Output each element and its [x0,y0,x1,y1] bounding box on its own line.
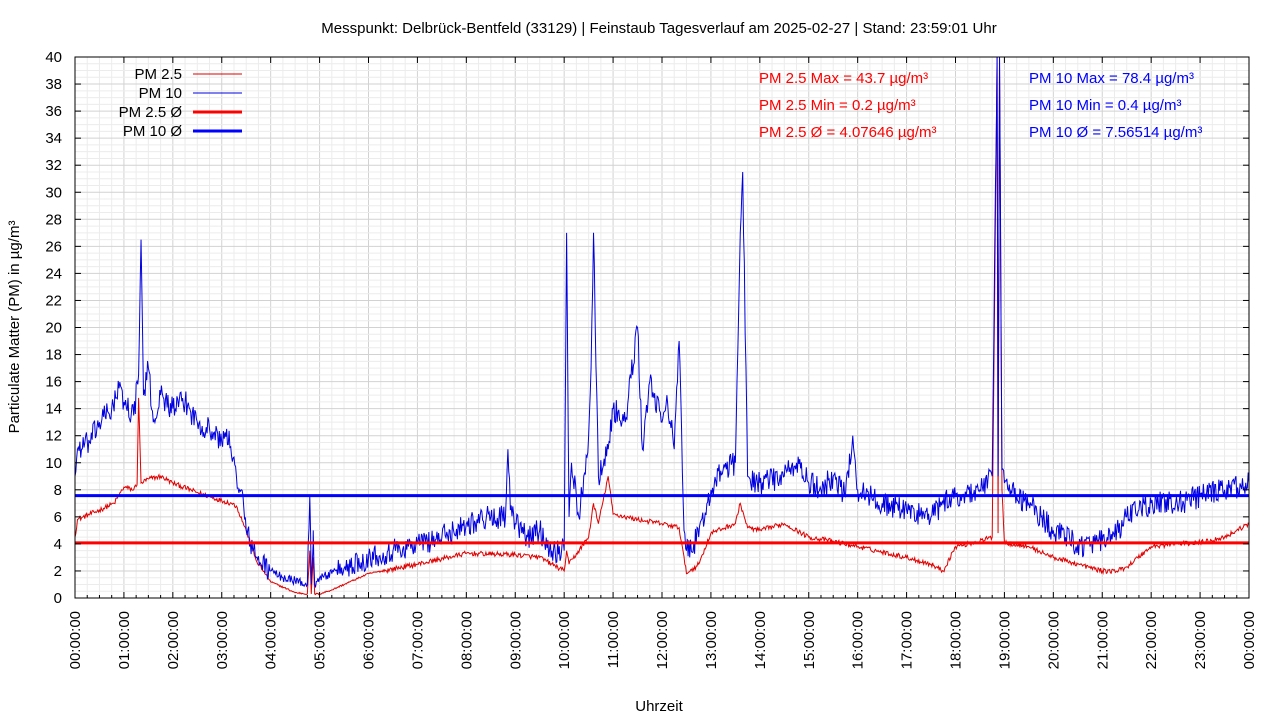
y-tick-label: 30 [45,184,62,201]
y-tick-label: 4 [54,536,62,553]
x-tick-label: 05:00:00 [312,611,329,669]
y-tick-label: 38 [45,76,62,93]
y-tick-label: 22 [45,292,62,309]
pm10-stat-label: PM 10 Ø = 7.56514 µg/m³ [1029,124,1202,141]
x-axis-label: Uhrzeit [635,698,683,715]
legend-label: PM 2.5 [134,66,182,83]
y-tick-label: 36 [45,103,62,120]
ticks: 024681012141618202224262830323436384000:… [45,49,1258,669]
y-tick-label: 6 [54,509,62,526]
x-tick-label: 22:00:00 [1143,611,1160,669]
pm10-stat-label: PM 10 Min = 0.4 µg/m³ [1029,97,1181,114]
y-tick-label: 16 [45,374,62,391]
x-tick-label: 00:00:00 [1241,611,1258,669]
series-line-pm10 [75,57,1249,588]
y-tick-label: 10 [45,455,62,472]
y-tick-label: 0 [54,590,62,607]
x-tick-label: 20:00:00 [1045,611,1062,669]
x-tick-label: 09:00:00 [507,611,524,669]
y-axis-label: Particulate Matter (PM) in µg/m³ [6,221,23,434]
y-tick-label: 34 [45,130,62,147]
y-tick-label: 18 [45,347,62,364]
x-tick-label: 18:00:00 [948,611,965,669]
x-tick-label: 17:00:00 [899,611,916,669]
y-tick-label: 12 [45,428,62,445]
y-tick-label: 28 [45,211,62,228]
y-tick-label: 26 [45,238,62,255]
x-tick-label: 06:00:00 [361,611,378,669]
series-layer [75,57,1249,596]
x-tick-label: 11:00:00 [605,611,622,668]
x-tick-label: 00:00:00 [67,611,84,669]
x-tick-label: 16:00:00 [850,611,867,669]
x-tick-label: 14:00:00 [752,611,769,669]
legend-label: PM 10 [139,85,182,102]
stats-annotations: PM 2.5 Max = 43.7 µg/m³ PM 2.5 Min = 0.2 … [759,70,1202,141]
x-tick-label: 04:00:00 [263,611,280,669]
legend-label: PM 10 Ø [123,123,183,140]
x-tick-label: 13:00:00 [703,611,720,669]
y-tick-label: 32 [45,157,62,174]
legend: PM 2.5 PM 10 PM 2.5 Ø PM 10 Ø [119,66,242,140]
pm25-stat-label: PM 2.5 Max = 43.7 µg/m³ [759,70,928,87]
y-tick-label: 14 [45,401,62,418]
y-tick-label: 2 [54,563,62,580]
x-tick-label: 08:00:00 [458,611,475,669]
series-line-pm25 [75,57,1249,596]
y-tick-label: 8 [54,482,62,499]
x-tick-label: 02:00:00 [165,611,182,669]
x-tick-label: 03:00:00 [214,611,231,669]
x-tick-label: 21:00:00 [1094,611,1111,669]
chart-title: Messpunkt: Delbrück-Bentfeld (33129) | F… [321,20,996,37]
x-tick-label: 15:00:00 [801,611,818,669]
legend-label: PM 2.5 Ø [119,104,183,121]
x-tick-label: 01:00:00 [116,611,133,669]
pm10-stat-label: PM 10 Max = 78.4 µg/m³ [1029,70,1194,87]
pm25-stat-label: PM 2.5 Ø = 4.07646 µg/m³ [759,124,936,141]
x-tick-label: 12:00:00 [654,611,671,669]
y-tick-label: 20 [45,320,62,337]
x-tick-label: 07:00:00 [409,611,426,669]
y-tick-label: 40 [45,49,62,66]
pm25-stat-label: PM 2.5 Min = 0.2 µg/m³ [759,97,916,114]
y-tick-label: 24 [45,265,62,282]
x-tick-label: 10:00:00 [556,611,573,669]
x-tick-label: 23:00:00 [1192,611,1209,669]
x-tick-label: 19:00:00 [996,611,1013,669]
